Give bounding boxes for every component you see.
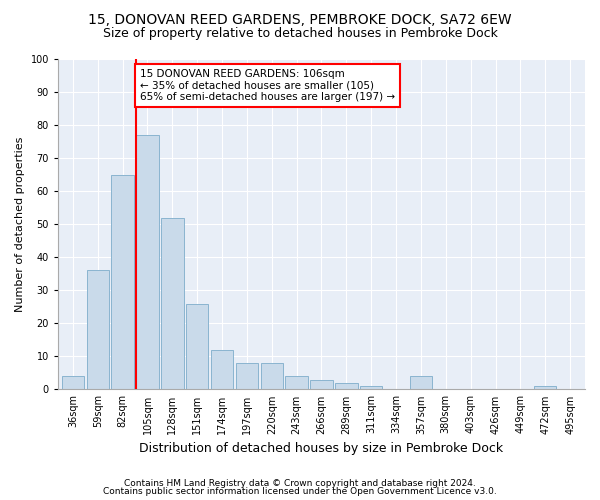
Text: Contains HM Land Registry data © Crown copyright and database right 2024.: Contains HM Land Registry data © Crown c…: [124, 478, 476, 488]
Bar: [161, 218, 184, 390]
Bar: [410, 376, 432, 390]
Bar: [86, 270, 109, 390]
Bar: [260, 363, 283, 390]
Bar: [112, 174, 134, 390]
Bar: [534, 386, 556, 390]
Text: Contains public sector information licensed under the Open Government Licence v3: Contains public sector information licen…: [103, 487, 497, 496]
Text: 15 DONOVAN REED GARDENS: 106sqm
← 35% of detached houses are smaller (105)
65% o: 15 DONOVAN REED GARDENS: 106sqm ← 35% of…: [140, 69, 395, 102]
Bar: [360, 386, 382, 390]
Bar: [286, 376, 308, 390]
Bar: [211, 350, 233, 390]
Bar: [236, 363, 258, 390]
Bar: [310, 380, 332, 390]
Bar: [62, 376, 84, 390]
Bar: [335, 383, 358, 390]
X-axis label: Distribution of detached houses by size in Pembroke Dock: Distribution of detached houses by size …: [139, 442, 503, 455]
Text: Size of property relative to detached houses in Pembroke Dock: Size of property relative to detached ho…: [103, 28, 497, 40]
Bar: [186, 304, 208, 390]
Bar: [136, 135, 158, 390]
Y-axis label: Number of detached properties: Number of detached properties: [15, 136, 25, 312]
Text: 15, DONOVAN REED GARDENS, PEMBROKE DOCK, SA72 6EW: 15, DONOVAN REED GARDENS, PEMBROKE DOCK,…: [88, 12, 512, 26]
